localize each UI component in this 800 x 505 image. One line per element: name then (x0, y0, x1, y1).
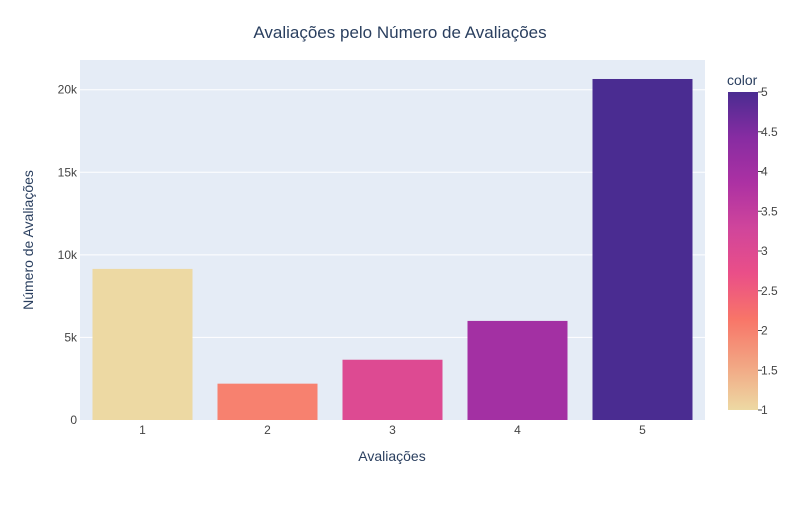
colorbar-tick-label: 4 (761, 165, 768, 179)
x-tick-label: 1 (139, 423, 146, 437)
y-tick-label: 0 (70, 413, 77, 427)
x-axis-label: Avaliações (358, 448, 425, 464)
colorbar-tick-label: 1.5 (761, 363, 778, 377)
y-tick-label: 10k (58, 248, 78, 262)
y-tick-label: 20k (58, 83, 78, 97)
x-tick-label: 3 (389, 423, 396, 437)
colorbar-tick-label: 2 (761, 324, 768, 338)
bar-5[interactable] (592, 78, 693, 421)
colorbar-tick-label: 3 (761, 244, 768, 258)
colorbar-title: color (727, 72, 758, 88)
bar-4[interactable] (467, 320, 568, 420)
colorbar-tick-label: 1 (761, 403, 768, 417)
bar-2[interactable] (217, 383, 318, 420)
colorbar-tick-label: 4.5 (761, 125, 778, 139)
y-tick-label: 5k (64, 330, 78, 344)
x-tick-label: 2 (264, 423, 271, 437)
chart-title: Avaliações pelo Número de Avaliações (253, 23, 546, 42)
colorbar-tick-label: 2.5 (761, 284, 778, 298)
y-axis-label: Número de Avaliações (20, 170, 36, 310)
colorbar: color 1 1.5 2 2.5 3 3.5 4 4.5 5 (727, 72, 778, 417)
colorbar-tick-label: 3.5 (761, 204, 778, 218)
bar-1[interactable] (92, 268, 193, 420)
colorbar-gradient (728, 92, 758, 410)
bar-3[interactable] (342, 359, 443, 420)
x-tick-label: 4 (514, 423, 521, 437)
y-tick-label: 15k (58, 165, 78, 179)
colorbar-tick-label: 5 (761, 85, 768, 99)
x-tick-label: 5 (639, 423, 646, 437)
